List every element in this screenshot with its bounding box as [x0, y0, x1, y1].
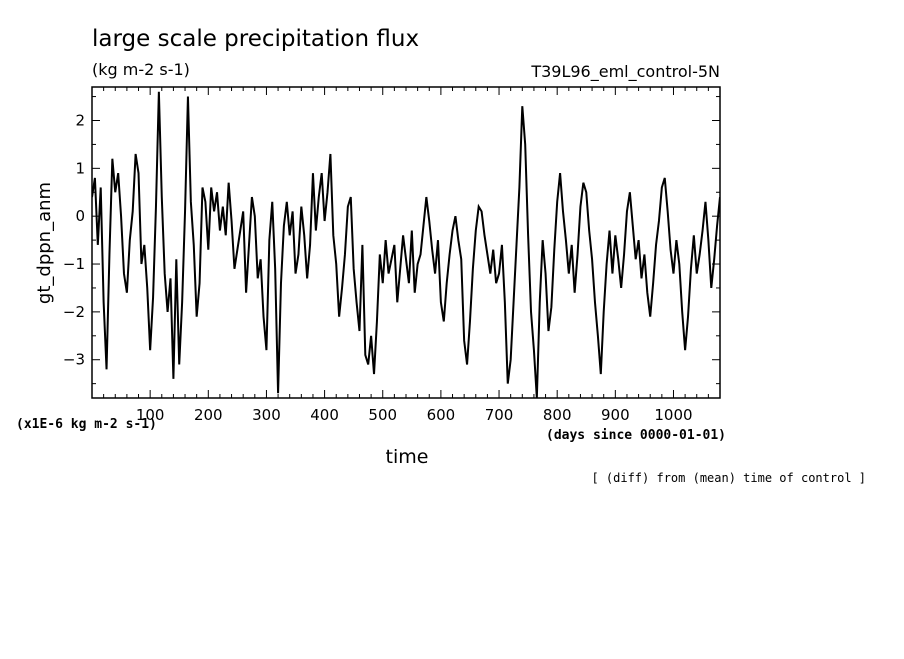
y-tick-label: 0	[75, 207, 85, 225]
x-tick-label: 200	[194, 406, 223, 424]
y-tick-label: 2	[75, 111, 85, 129]
series-line-0	[92, 91, 720, 398]
y-tick-label: −2	[63, 303, 85, 321]
x-tick-label: 800	[543, 406, 572, 424]
x-tick-label: 1000	[654, 406, 692, 424]
plot-area: 100 200 300 400 500 600 700 800 900 1000 −3 −2 −1 0 1 2	[63, 86, 721, 424]
x-tick-label: 300	[252, 406, 281, 424]
y-tick-label: 1	[75, 159, 85, 177]
chart-title: large scale precipitation flux	[92, 26, 419, 52]
y-tick-label: −3	[63, 351, 85, 369]
x-tick-label: 500	[368, 406, 397, 424]
y-scale-label: (x1E-6 kg m-2 s-1)	[16, 417, 157, 432]
x-tick-label: 900	[601, 406, 630, 424]
x-axis-label: time	[386, 446, 429, 468]
footnote: [ (diff) from (mean) time of control ]	[591, 471, 866, 485]
y-axis-label: gt_dppn_anm	[34, 182, 55, 304]
x-tick-label: 100	[136, 406, 165, 424]
x-tick-label: 600	[427, 406, 456, 424]
run-label: T39L96_eml_control-5N	[530, 62, 720, 82]
x-unit-label: (days since 0000-01-01)	[546, 428, 726, 443]
y-tick-label: −1	[63, 255, 85, 273]
x-tick-label: 400	[310, 406, 339, 424]
x-tick-label: 700	[485, 406, 514, 424]
units-label: (kg m-2 s-1)	[92, 60, 190, 79]
